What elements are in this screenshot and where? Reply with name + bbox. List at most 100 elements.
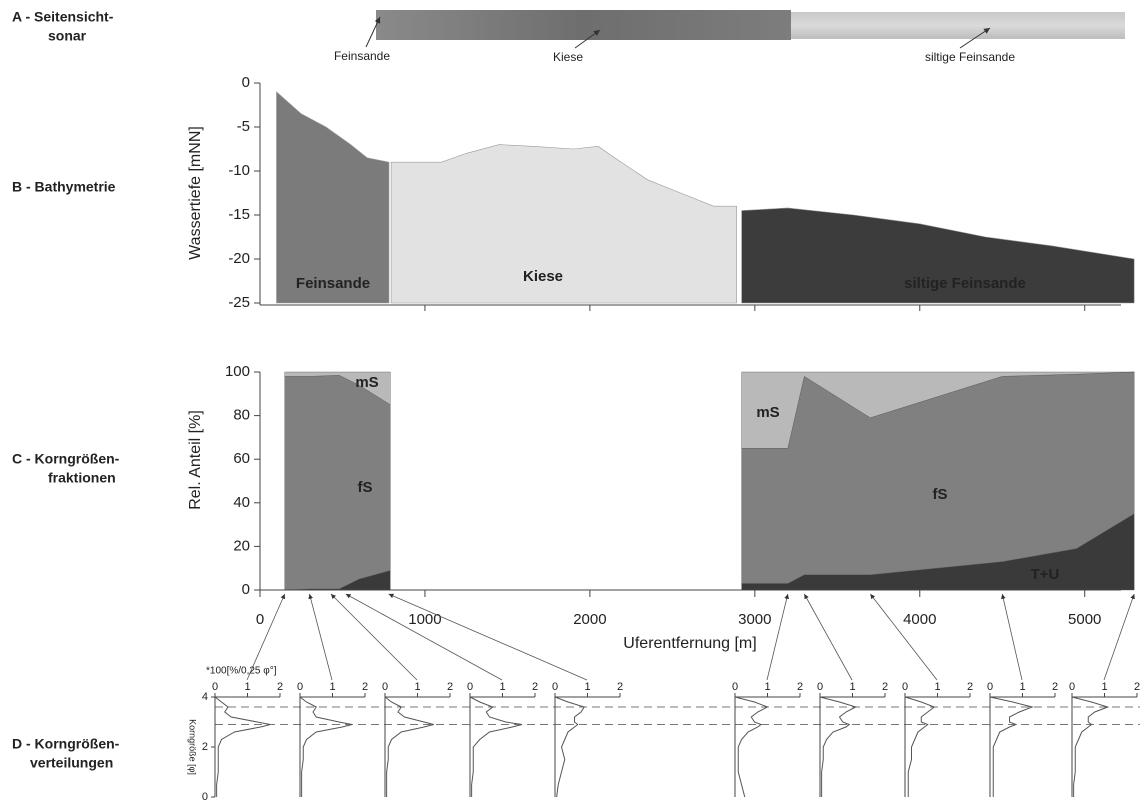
y-tick-label: 80 <box>233 407 250 424</box>
distribution-curve <box>904 696 936 797</box>
x-tick-label: 0 <box>1069 681 1075 693</box>
y-tick-label: 20 <box>233 537 250 554</box>
x-tick-label: 1 <box>329 681 335 693</box>
depth-area <box>390 144 737 304</box>
sample-connector <box>1103 593 1135 681</box>
distribution-curve <box>989 696 1034 797</box>
x-tick-label: 2 <box>447 681 453 693</box>
panel-label: verteilungen <box>30 755 113 771</box>
region-label: Kiese <box>523 268 563 285</box>
y-tick-label: 2 <box>202 741 208 753</box>
panel-label: B - Bathymetrie <box>12 179 116 195</box>
sonar-label: Kiese <box>553 50 583 64</box>
x-tick-label: 0 <box>212 681 218 693</box>
series-label: mS <box>756 404 779 421</box>
x-tick-label: 2 <box>617 681 623 693</box>
distribution-curve <box>819 696 858 797</box>
y-tick-label: 0 <box>202 791 208 800</box>
y-tick-label: 4 <box>202 691 208 703</box>
sonar-label: siltige Feinsande <box>925 50 1015 64</box>
sample-connector <box>1000 593 1023 681</box>
series-label: T+U <box>1031 566 1060 583</box>
x-tick-label: 2 <box>797 681 803 693</box>
depth-area <box>741 207 1135 304</box>
sample-connector <box>308 593 333 681</box>
x-tick-label: 2 <box>882 681 888 693</box>
fraction-area <box>741 371 1135 449</box>
x-tick-label: 0 <box>256 611 264 628</box>
x-tick-label: 1000 <box>408 611 441 628</box>
y-tick-label: 40 <box>233 494 250 511</box>
distribution-curve <box>384 696 434 797</box>
panel-labels: A - Seitensicht- sonar B - Bathymetrie C… <box>12 9 120 771</box>
x-tick-label: 0 <box>732 681 738 693</box>
x-tick-label: 5000 <box>1068 611 1101 628</box>
sample-connector <box>246 593 286 681</box>
y-axis-label: Wassertiefe [mNN] <box>187 126 204 260</box>
x-tick-label: 3000 <box>738 611 771 628</box>
sample-connector <box>803 593 853 681</box>
x-tick-label: 1 <box>849 681 855 693</box>
sample-connector <box>330 593 418 681</box>
x-tick-label: 1 <box>764 681 770 693</box>
x-tick-label: 0 <box>297 681 303 693</box>
y-tick-label: -15 <box>228 206 250 223</box>
x-tick-label: 0 <box>987 681 993 693</box>
x-tick-label: 0 <box>552 681 558 693</box>
x-tick-label: 0 <box>817 681 823 693</box>
x-tick-label: 1 <box>1101 681 1107 693</box>
x-tick-label: 2 <box>1134 681 1140 693</box>
y-tick-label: -5 <box>237 118 250 135</box>
sonar-image <box>376 10 791 40</box>
arrow <box>365 16 381 48</box>
x-axis-label: Uferentfernung [m] <box>623 635 756 652</box>
distribution-curve <box>469 696 523 797</box>
unit-label: *100[%/0,25 φ°] <box>206 666 277 677</box>
x-tick-label: 1 <box>1019 681 1025 693</box>
panel-label: A - Seitensicht- <box>12 9 114 25</box>
distribution-curve <box>214 696 271 797</box>
distribution-curve <box>734 696 769 798</box>
x-tick-label: 1 <box>499 681 505 693</box>
x-tick-label: 2 <box>532 681 538 693</box>
x-tick-label: 2 <box>967 681 973 693</box>
y-tick-label: -25 <box>228 294 250 311</box>
series-label: fS <box>933 486 948 503</box>
sample-connector <box>388 593 588 681</box>
fraction-area <box>284 375 391 591</box>
y-tick-label: -20 <box>228 250 250 267</box>
x-tick-label: 2000 <box>573 611 606 628</box>
x-tick-label: 4000 <box>903 611 936 628</box>
series-label: mS <box>355 374 378 391</box>
sample-connector <box>766 593 790 681</box>
x-tick-label: 1 <box>414 681 420 693</box>
x-tick-label: 2 <box>362 681 368 693</box>
y-tick-label: 100 <box>225 363 250 380</box>
y-tick-label: 0 <box>242 581 250 598</box>
y-axis-label: Rel. Anteil [%] <box>187 410 204 510</box>
panel-label: C - Korngrößen- <box>12 451 120 467</box>
sample-connector <box>869 593 938 681</box>
x-tick-label: 0 <box>467 681 473 693</box>
arrow <box>574 29 601 49</box>
distribution-curve <box>1071 696 1110 797</box>
x-tick-label: 0 <box>382 681 388 693</box>
sonar-strip: Feinsande Kiese siltige Feinsande <box>334 10 1125 64</box>
series-label: fS <box>358 479 373 496</box>
x-tick-label: 1 <box>244 681 250 693</box>
depth-area <box>276 91 390 304</box>
x-tick-label: 2 <box>277 681 283 693</box>
x-tick-label: 1 <box>584 681 590 693</box>
distribution-curve <box>554 696 586 798</box>
y-tick-label: 0 <box>242 74 250 91</box>
x-tick-label: 0 <box>902 681 908 693</box>
y-axis-label: Korngröße [φ] <box>188 719 198 775</box>
sonar-image <box>791 12 1125 39</box>
distribution-curve <box>299 696 353 797</box>
fraction-area <box>284 371 391 406</box>
x-tick-label: 2 <box>1052 681 1058 693</box>
y-tick-label: -10 <box>228 162 250 179</box>
panel-label: fraktionen <box>48 470 116 486</box>
region-label: siltige Feinsande <box>904 275 1026 292</box>
x-tick-label: 1 <box>934 681 940 693</box>
